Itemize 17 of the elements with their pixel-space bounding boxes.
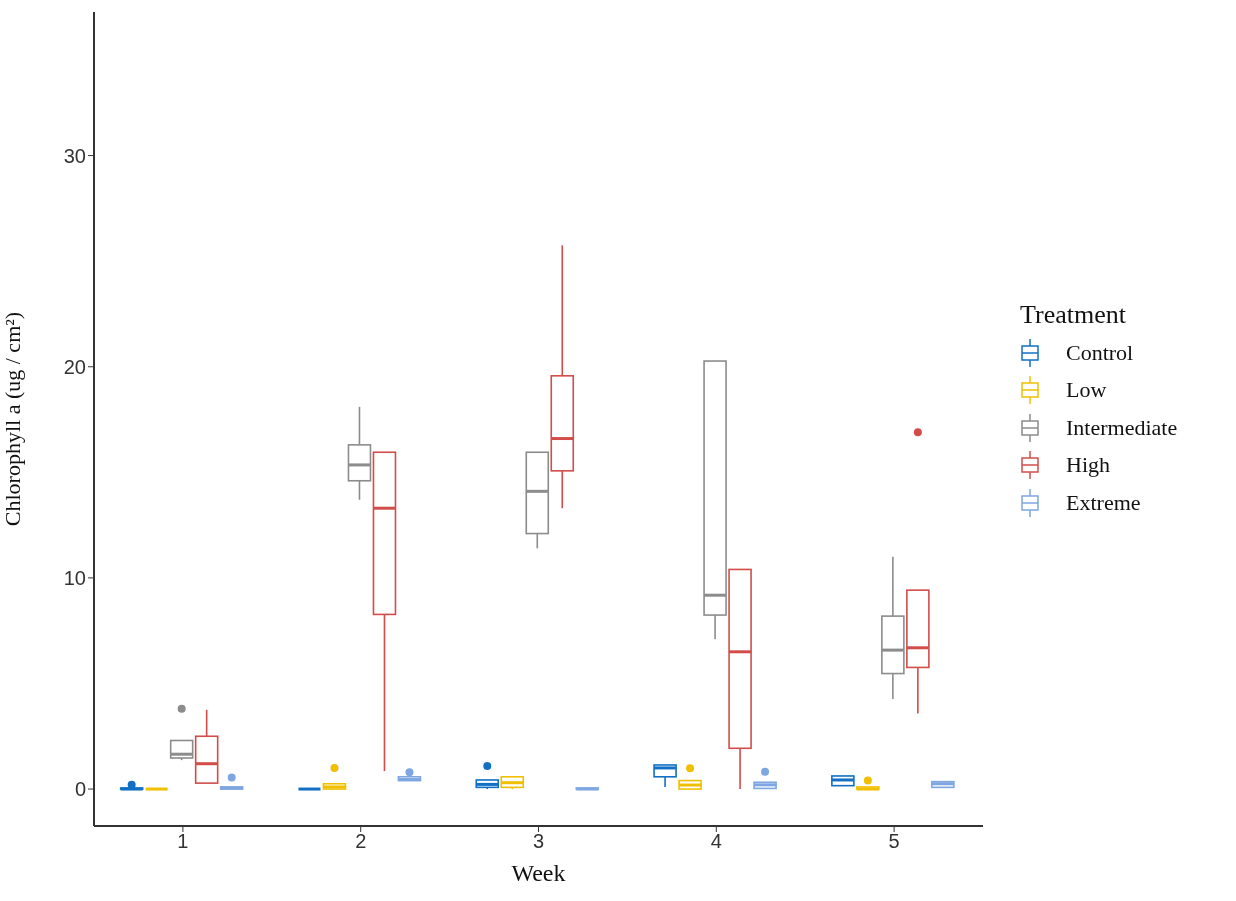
y-axis-title: Chlorophyll a (ug / cm²) — [0, 311, 25, 527]
legend-label: Control — [1066, 339, 1134, 366]
x-tick-label: 5 — [888, 830, 900, 853]
legend-label: Intermediate — [1066, 414, 1178, 441]
y-tick-label: 0 — [74, 778, 86, 801]
x-axis-title: Week — [511, 860, 566, 886]
legend-label: Low — [1066, 377, 1107, 404]
x-tick-label: 3 — [532, 830, 545, 853]
x-tick-label: 1 — [177, 830, 189, 853]
legend-label: Extreme — [1066, 489, 1141, 516]
y-tick-label: 10 — [63, 566, 86, 589]
y-tick-label: 30 — [63, 144, 86, 167]
x-tick-label: 2 — [355, 830, 367, 853]
legend-label: High — [1066, 452, 1110, 479]
x-tick-label: 4 — [710, 830, 722, 853]
legend-title: Treatment — [1020, 300, 1127, 330]
y-tick-label: 20 — [63, 355, 86, 378]
